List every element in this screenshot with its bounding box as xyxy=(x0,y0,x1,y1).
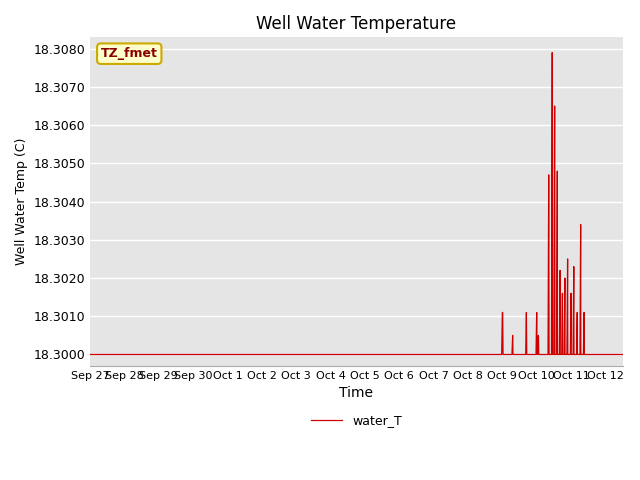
water_T xyxy=(508,351,516,357)
Title: Well Water Temperature: Well Water Temperature xyxy=(256,15,456,33)
X-axis label: Time: Time xyxy=(339,386,373,400)
water_T xyxy=(580,351,588,357)
water_T xyxy=(561,351,568,357)
Line: water_T: water_T xyxy=(90,53,623,354)
Legend: water_T: water_T xyxy=(306,409,407,432)
water_T xyxy=(548,50,556,56)
Y-axis label: Well Water Temp (C): Well Water Temp (C) xyxy=(15,138,28,265)
water_T xyxy=(86,351,94,357)
water_T xyxy=(619,351,627,357)
Text: TZ_fmet: TZ_fmet xyxy=(101,47,157,60)
water_T xyxy=(550,351,557,357)
water_T xyxy=(533,351,541,357)
water_T xyxy=(548,351,556,357)
